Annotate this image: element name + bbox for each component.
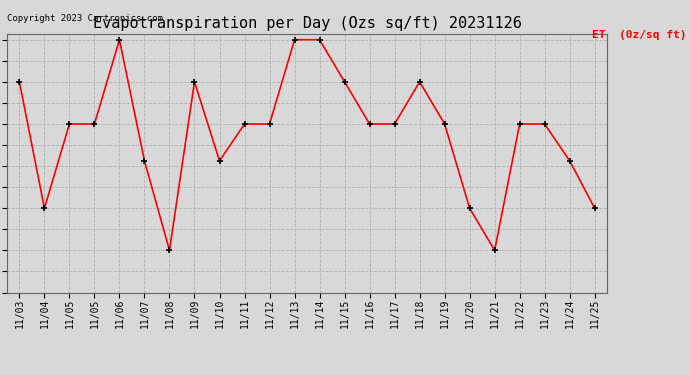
Text: ET  (0z/sq ft): ET (0z/sq ft) — [592, 30, 687, 40]
Text: Copyright 2023 Cartronics.com: Copyright 2023 Cartronics.com — [7, 14, 163, 23]
Title: Evapotranspiration per Day (Ozs sq/ft) 20231126: Evapotranspiration per Day (Ozs sq/ft) 2… — [92, 16, 522, 31]
